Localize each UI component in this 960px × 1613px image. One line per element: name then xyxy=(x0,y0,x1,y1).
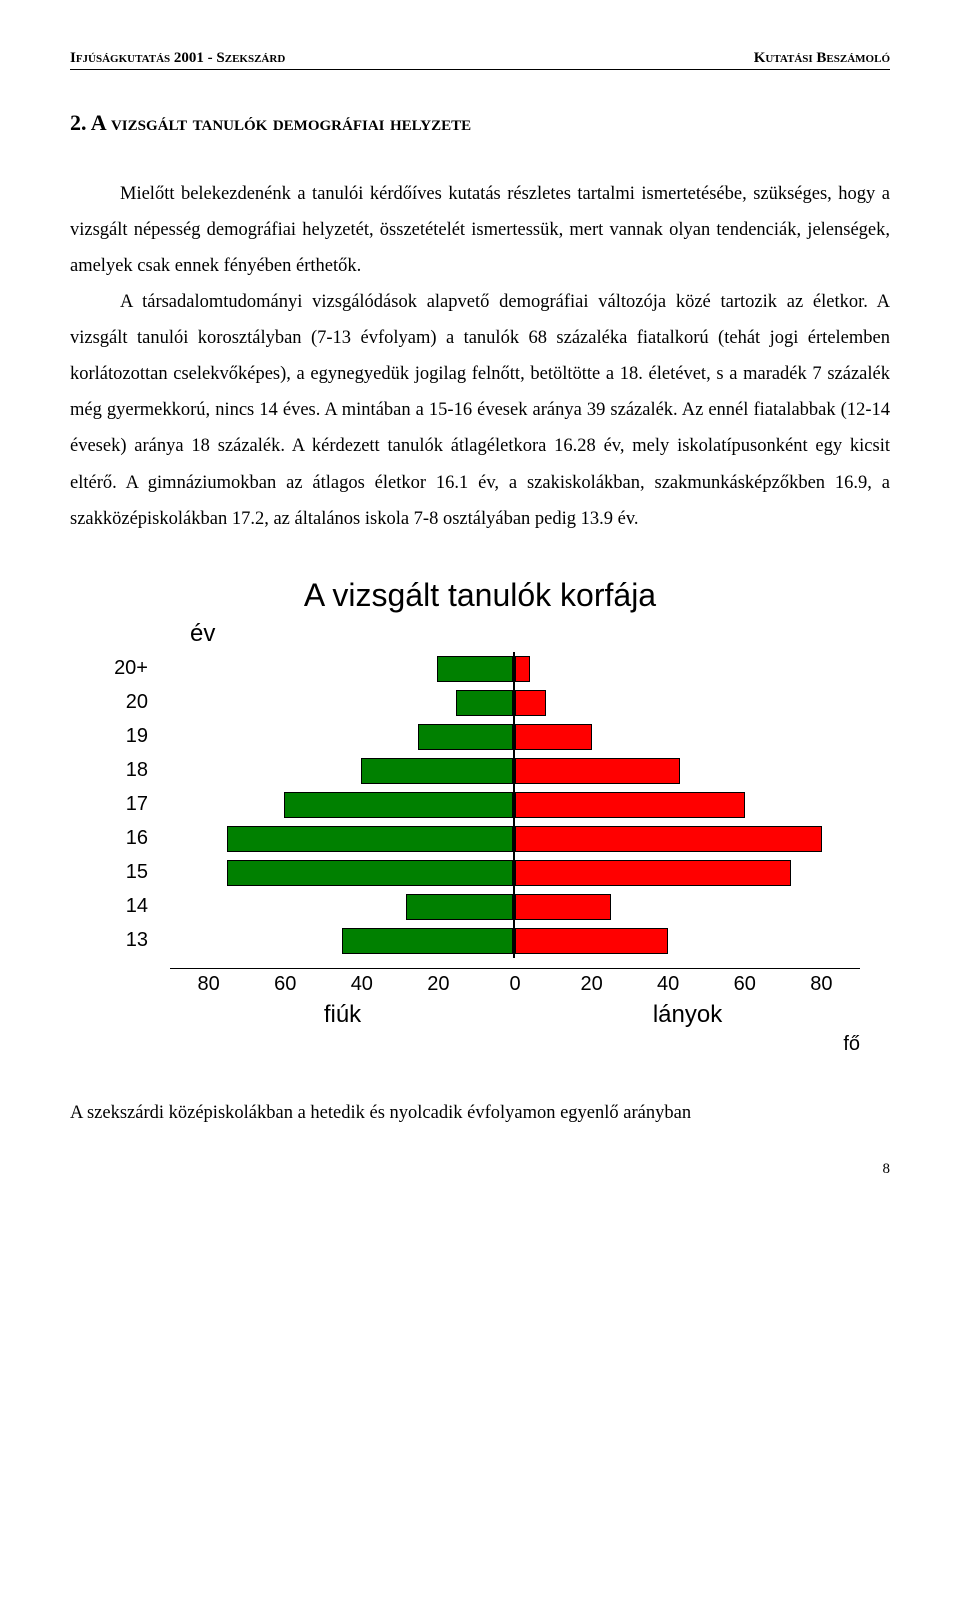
y-tick: 16 xyxy=(100,827,170,850)
boys-bar xyxy=(342,928,514,954)
x-tick: 20 xyxy=(580,973,602,996)
boys-bar xyxy=(227,860,513,886)
y-tick: 15 xyxy=(100,861,170,884)
x-tick: 20 xyxy=(427,973,449,996)
pyramid-row: 13 xyxy=(100,924,860,958)
x-tick: 40 xyxy=(351,973,373,996)
boys-bar xyxy=(227,826,513,852)
y-tick: 14 xyxy=(100,895,170,918)
bar-area xyxy=(170,890,860,924)
bar-area xyxy=(170,652,860,686)
pyramid-row: 20+ xyxy=(100,652,860,686)
footer-paragraph: A szekszárdi középiskolákban a hetedik é… xyxy=(70,1096,890,1131)
para1: Mielőtt belekezdenénk a tanulói kérdőíve… xyxy=(70,184,890,276)
pyramid-rows: 20+ 20 19 18 17 16 15 14 13 xyxy=(100,652,860,958)
boys-bar xyxy=(361,758,513,784)
para2: A társadalomtudományi vizsgálódások alap… xyxy=(70,292,890,528)
x-tick: 0 xyxy=(509,973,520,996)
y-tick: 17 xyxy=(100,793,170,816)
chart-title: A vizsgált tanulók korfája xyxy=(100,577,860,614)
bar-area xyxy=(170,822,860,856)
x-tick: 60 xyxy=(734,973,756,996)
pyramid-row: 20 xyxy=(100,686,860,720)
x-right-label: lányok xyxy=(515,1001,860,1029)
section-title: 2. A vizsgált tanulók demográfiai helyze… xyxy=(70,110,890,136)
header-left: Ifjúságkutatás 2001 - Szekszárd xyxy=(70,50,285,67)
age-pyramid-chart: A vizsgált tanulók korfája év 20+ 20 19 18 1… xyxy=(100,577,860,1056)
header-right: Kutatási Beszámoló xyxy=(754,50,890,67)
x-tick: 80 xyxy=(198,973,220,996)
girls-bar xyxy=(515,724,592,750)
girls-bar xyxy=(515,860,791,886)
boys-bar xyxy=(456,690,513,716)
boys-bar xyxy=(406,894,513,920)
x-tick: 80 xyxy=(810,973,832,996)
y-tick: 13 xyxy=(100,929,170,952)
x-tick: 60 xyxy=(274,973,296,996)
bar-area xyxy=(170,686,860,720)
pyramid-row: 18 xyxy=(100,754,860,788)
girls-bar xyxy=(515,894,611,920)
boys-bar xyxy=(418,724,513,750)
boys-bar xyxy=(284,792,513,818)
girls-bar xyxy=(515,792,745,818)
x-tick: 40 xyxy=(657,973,679,996)
girls-bar xyxy=(515,928,668,954)
page-header: Ifjúságkutatás 2001 - Szekszárd Kutatási… xyxy=(70,50,890,70)
girls-bar xyxy=(515,758,680,784)
y-tick: 19 xyxy=(100,725,170,748)
bar-area xyxy=(170,924,860,958)
x-axis-labels: fiúk lányok xyxy=(100,1001,860,1029)
bar-area xyxy=(170,788,860,822)
pyramid-row: 14 xyxy=(100,890,860,924)
unit-label: fő xyxy=(100,1033,860,1056)
x-axis: 80 60 40 20 0 20 40 60 80 xyxy=(100,968,860,995)
page-number: 8 xyxy=(70,1161,890,1178)
girls-bar xyxy=(515,690,546,716)
y-tick: 20+ xyxy=(100,657,170,680)
bar-area xyxy=(170,754,860,788)
y-axis-label: év xyxy=(190,620,860,648)
pyramid-row: 17 xyxy=(100,788,860,822)
pyramid-row: 15 xyxy=(100,856,860,890)
body-paragraph: Mielőtt belekezdenénk a tanulói kérdőíve… xyxy=(70,176,890,537)
bar-area xyxy=(170,856,860,890)
girls-bar xyxy=(515,656,530,682)
y-tick: 20 xyxy=(100,691,170,714)
girls-bar xyxy=(515,826,822,852)
bar-area xyxy=(170,720,860,754)
y-tick: 18 xyxy=(100,759,170,782)
pyramid-row: 16 xyxy=(100,822,860,856)
boys-bar xyxy=(437,656,513,682)
x-left-label: fiúk xyxy=(170,1001,515,1029)
pyramid-row: 19 xyxy=(100,720,860,754)
